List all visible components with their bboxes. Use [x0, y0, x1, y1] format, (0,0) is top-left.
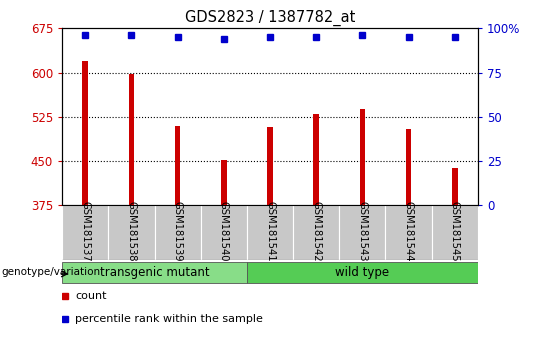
Bar	[267, 127, 273, 205]
Bar	[247, 205, 293, 260]
Bar	[339, 205, 386, 260]
Bar	[221, 160, 227, 205]
Bar	[247, 262, 478, 283]
Text: GSM181542: GSM181542	[311, 201, 321, 262]
Bar	[175, 126, 180, 205]
Text: GSM181540: GSM181540	[219, 201, 229, 262]
Title: GDS2823 / 1387782_at: GDS2823 / 1387782_at	[185, 9, 355, 25]
Bar	[201, 205, 247, 260]
Text: GSM181538: GSM181538	[126, 201, 137, 262]
Bar	[452, 168, 457, 205]
Bar	[293, 205, 339, 260]
Text: GSM181539: GSM181539	[173, 201, 183, 262]
Bar	[154, 205, 201, 260]
Text: count: count	[75, 291, 107, 301]
Text: percentile rank within the sample: percentile rank within the sample	[75, 314, 263, 324]
Text: GSM181544: GSM181544	[403, 201, 414, 262]
Text: GSM181543: GSM181543	[357, 201, 367, 262]
Text: GSM181545: GSM181545	[450, 201, 460, 262]
Text: GSM181537: GSM181537	[80, 201, 90, 262]
Text: transgenic mutant: transgenic mutant	[100, 266, 210, 279]
Bar	[109, 205, 154, 260]
Bar	[431, 205, 478, 260]
Bar	[406, 129, 411, 205]
Bar	[129, 74, 134, 205]
Bar	[83, 61, 88, 205]
Text: wild type: wild type	[335, 266, 389, 279]
Bar	[62, 205, 109, 260]
Text: genotype/variation: genotype/variation	[2, 267, 100, 276]
Text: GSM181541: GSM181541	[265, 201, 275, 262]
Bar	[386, 205, 431, 260]
Bar	[62, 262, 247, 283]
Bar	[313, 114, 319, 205]
Bar	[360, 109, 365, 205]
